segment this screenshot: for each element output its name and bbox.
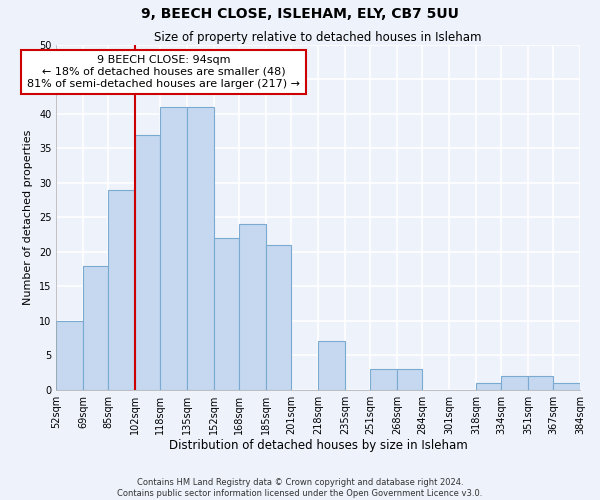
X-axis label: Distribution of detached houses by size in Isleham: Distribution of detached houses by size … — [169, 440, 467, 452]
Bar — [370, 369, 397, 390]
Bar — [214, 238, 239, 390]
Text: Contains HM Land Registry data © Crown copyright and database right 2024.
Contai: Contains HM Land Registry data © Crown c… — [118, 478, 482, 498]
Bar — [187, 107, 214, 390]
Bar — [528, 376, 553, 390]
Bar — [476, 383, 501, 390]
Bar — [83, 266, 109, 390]
Bar — [56, 321, 83, 390]
Bar — [160, 107, 187, 390]
Bar — [501, 376, 528, 390]
Bar — [553, 383, 580, 390]
Bar — [318, 342, 345, 390]
Bar — [109, 190, 135, 390]
Title: Size of property relative to detached houses in Isleham: Size of property relative to detached ho… — [154, 31, 482, 44]
Y-axis label: Number of detached properties: Number of detached properties — [23, 130, 34, 305]
Bar — [135, 134, 160, 390]
Bar — [239, 224, 266, 390]
Text: 9 BEECH CLOSE: 94sqm
← 18% of detached houses are smaller (48)
81% of semi-detac: 9 BEECH CLOSE: 94sqm ← 18% of detached h… — [27, 56, 300, 88]
Text: 9, BEECH CLOSE, ISLEHAM, ELY, CB7 5UU: 9, BEECH CLOSE, ISLEHAM, ELY, CB7 5UU — [141, 8, 459, 22]
Bar — [266, 245, 292, 390]
Bar — [397, 369, 422, 390]
